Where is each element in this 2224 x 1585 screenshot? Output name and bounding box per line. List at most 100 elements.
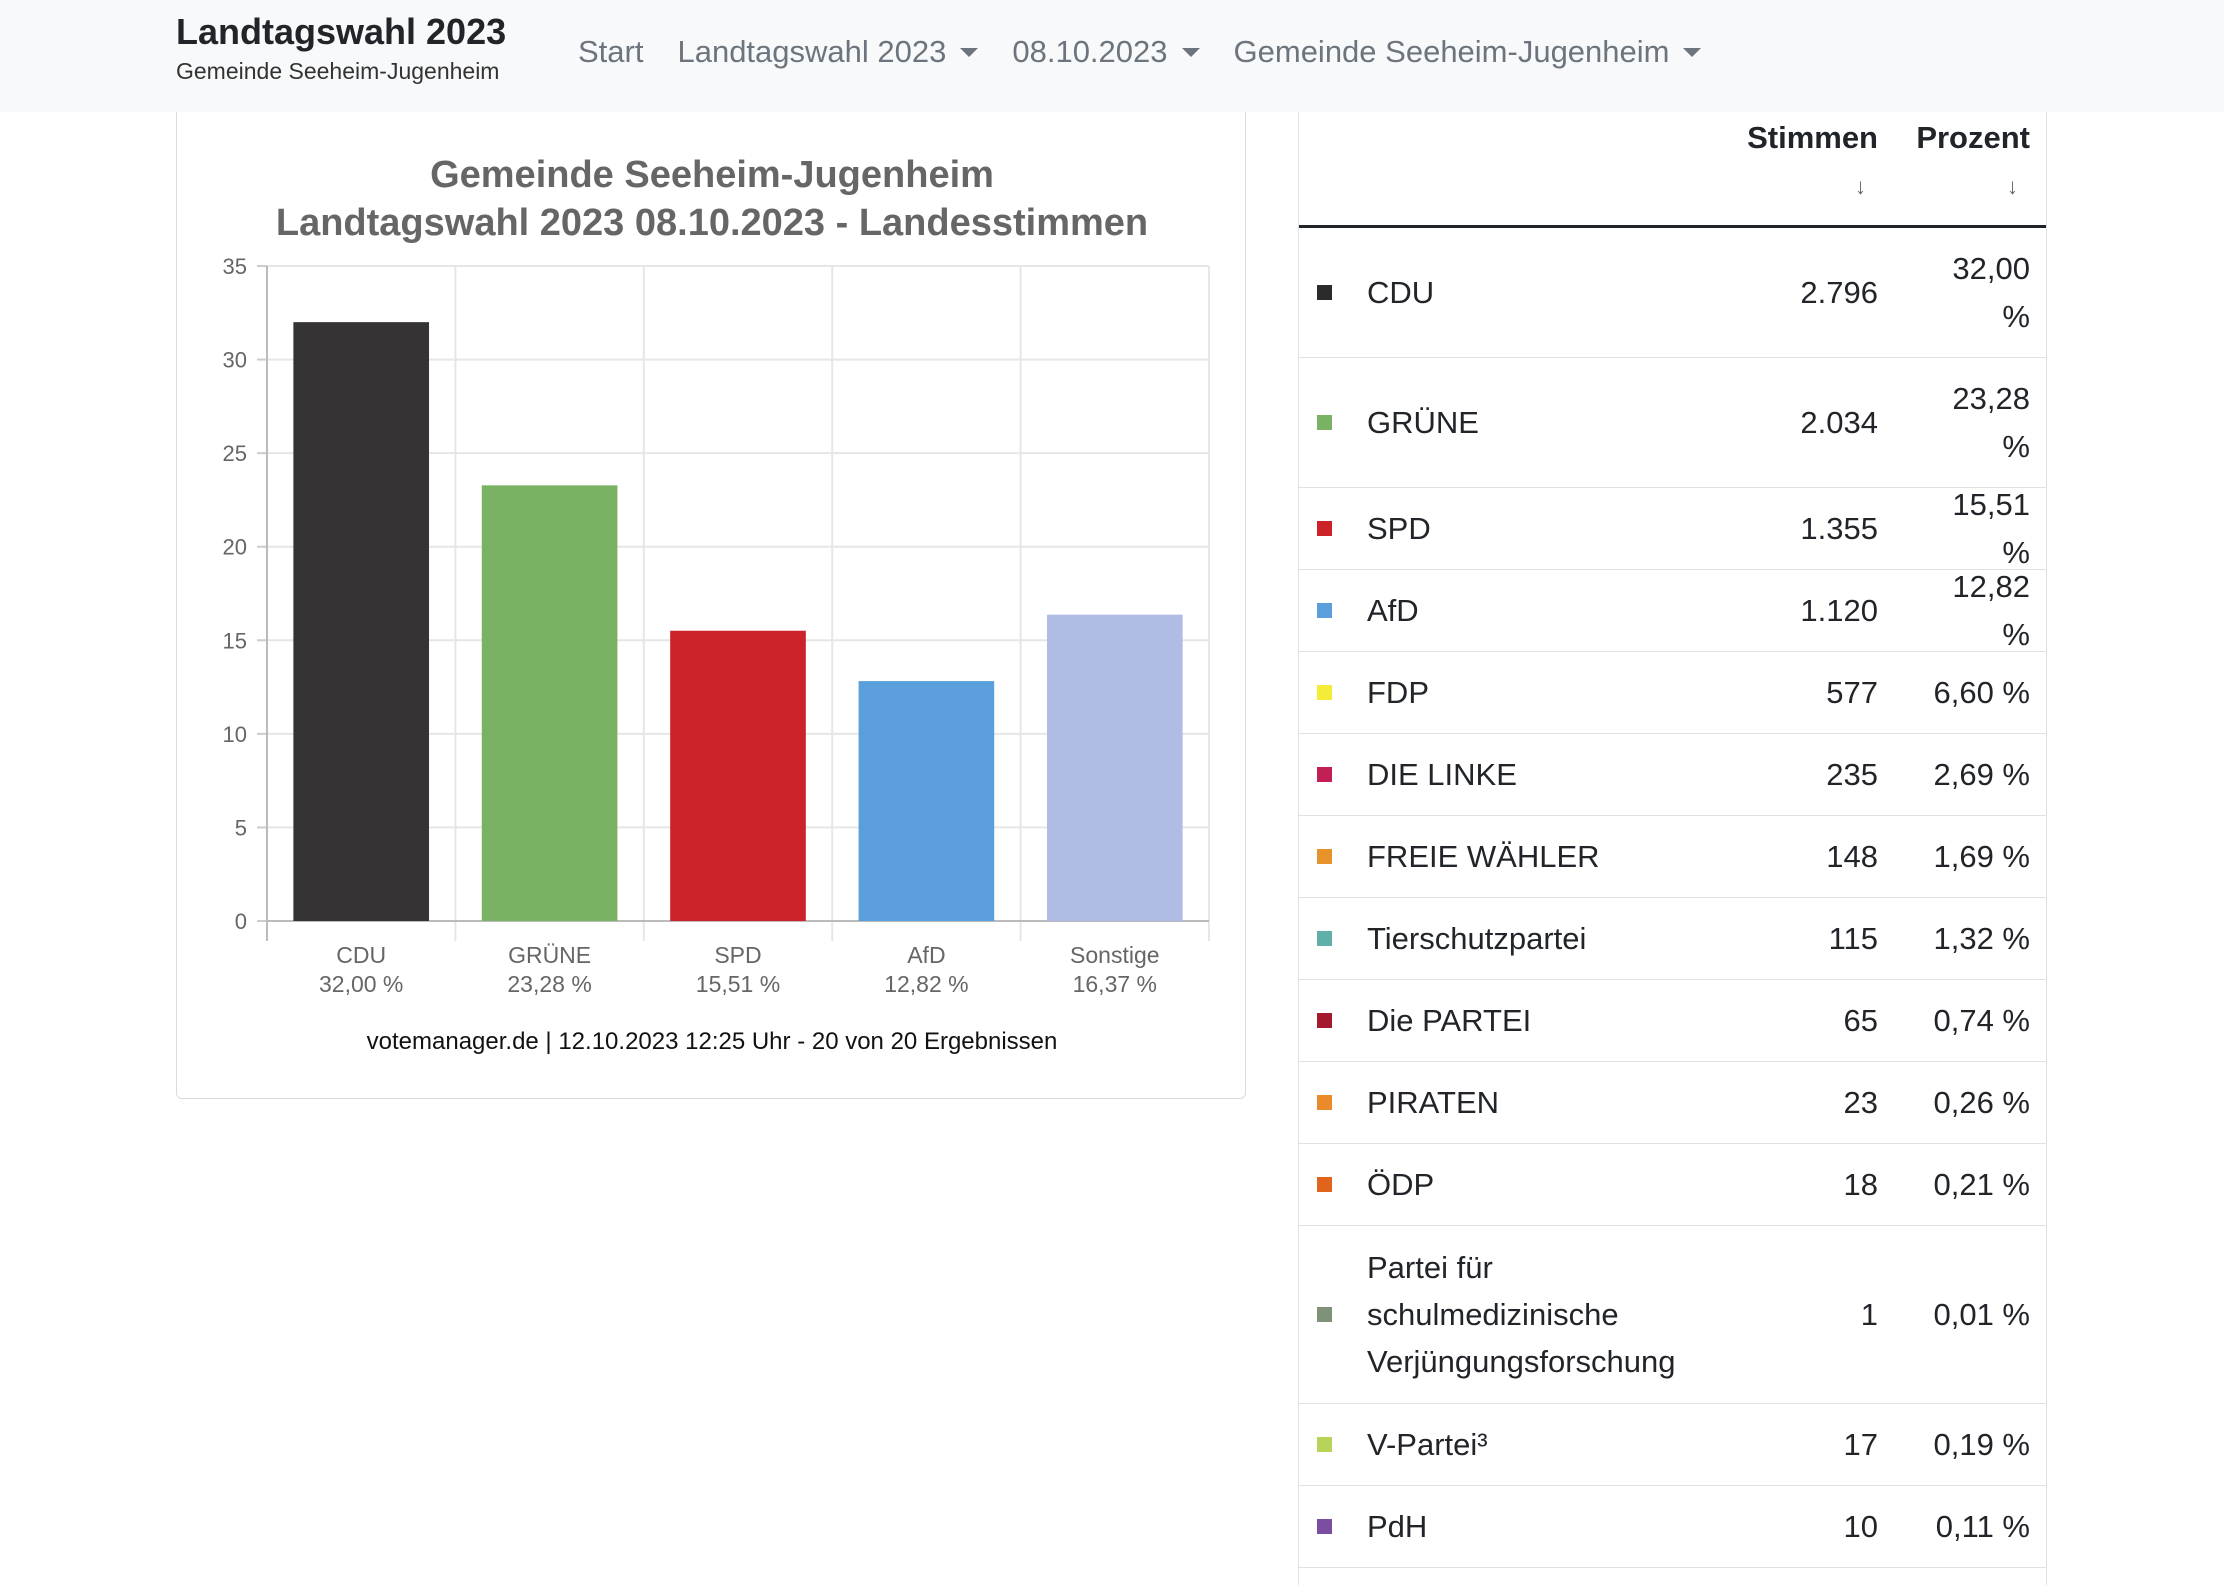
- nav-date-dropdown[interactable]: 08.10.2023: [1012, 30, 1200, 74]
- y-tick-label: 10: [223, 722, 247, 747]
- party-percent: 1,69 %: [1933, 838, 2030, 874]
- party-votes: 1.120: [1800, 592, 1878, 628]
- navbar: Landtagswahl 2023 Gemeinde Seeheim-Jugen…: [0, 0, 2224, 112]
- table-row[interactable]: SPD 1.355 15,51 %: [1299, 487, 2046, 570]
- party-votes: 2.796: [1800, 274, 1878, 310]
- party-percent: 12,82 %: [1952, 568, 2030, 652]
- bar-cdu[interactable]: [293, 322, 430, 922]
- caret-down-icon: [1683, 47, 1702, 57]
- table-row[interactable]: AfD 1.120 12,82 %: [1299, 569, 2046, 652]
- bar-gr-ne[interactable]: [481, 485, 618, 921]
- party-percent: 6,60 %: [1933, 674, 2030, 710]
- nav-date-label: 08.10.2023: [1012, 34, 1168, 69]
- party-percent: 0,21 %: [1933, 1166, 2030, 1202]
- party-votes: 65: [1843, 1002, 1878, 1038]
- party-percent: 15,51 %: [1952, 486, 2030, 570]
- party-name: Tierschutzpartei: [1367, 921, 1587, 956]
- party-percent: 0,01 %: [1933, 1296, 2030, 1332]
- party-color-swatch: [1317, 414, 1332, 430]
- y-tick-label: 35: [223, 254, 247, 279]
- y-tick-label: 5: [235, 815, 247, 840]
- nav-election-dropdown[interactable]: Landtagswahl 2023: [677, 30, 979, 74]
- party-percent: 0,19 %: [1933, 1426, 2030, 1462]
- brand-title[interactable]: Landtagswahl 2023: [176, 11, 507, 52]
- x-category-label: AfD: [907, 942, 945, 968]
- sort-arrow-icon[interactable]: ↓: [1855, 174, 1866, 199]
- party-votes: 115: [1828, 920, 1878, 956]
- party-color-swatch: [1317, 1436, 1332, 1452]
- y-tick-label: 30: [223, 348, 247, 373]
- party-color-swatch: [1317, 930, 1332, 946]
- party-color-swatch: [1317, 1518, 1332, 1534]
- table-row[interactable]: ÖDP 18 0,21 %: [1299, 1144, 2046, 1226]
- column-header-percent[interactable]: Prozent: [1916, 120, 2030, 155]
- party-percent: 32,00 %: [1952, 250, 2030, 334]
- party-color-swatch: [1317, 848, 1332, 864]
- table-row[interactable]: DIE LINKE 235 2,69 %: [1299, 734, 2046, 816]
- x-value-label: 32,00 %: [319, 971, 403, 997]
- results-table: Stimmen Prozent ↓ ↓ CDU 2.796 32,00 % GRÜNE…: [1298, 112, 2047, 1585]
- bar-spd[interactable]: [670, 630, 806, 921]
- x-category-label: CDU: [336, 942, 386, 968]
- chart-credit[interactable]: votemanager.de | 12.10.2023 12:25 Uhr - …: [366, 1028, 1058, 1055]
- bar-afd[interactable]: [858, 681, 995, 921]
- nav-region-dropdown[interactable]: Gemeinde Seeheim-Jugenheim: [1234, 30, 1702, 74]
- party-percent: 1,32 %: [1933, 920, 2030, 956]
- bar-sonstige[interactable]: [1046, 614, 1183, 921]
- party-percent: 0,74 %: [1933, 1002, 2030, 1038]
- table-row[interactable]: Die PARTEI 65 0,74 %: [1299, 980, 2046, 1062]
- party-votes: 1: [1860, 1296, 1878, 1332]
- x-value-label: 23,28 %: [507, 971, 591, 997]
- party-color-swatch: [1317, 1012, 1332, 1028]
- party-color-swatch: [1317, 1176, 1332, 1192]
- x-category-label: SPD: [714, 942, 761, 968]
- x-category-label: GRÜNE: [508, 942, 591, 968]
- x-value-label: 12,82 %: [884, 971, 968, 997]
- party-votes: 18: [1843, 1166, 1878, 1202]
- party-name: SPD: [1367, 511, 1431, 546]
- column-header-votes[interactable]: Stimmen: [1747, 120, 1878, 155]
- party-name: PIRATEN: [1367, 1085, 1500, 1120]
- y-tick-label: 25: [223, 441, 247, 466]
- party-name: AfD: [1367, 593, 1419, 628]
- table-row[interactable]: PdH 10 0,11 %: [1299, 1486, 2046, 1568]
- caret-down-icon: [960, 47, 979, 57]
- party-name: ÖDP: [1367, 1167, 1435, 1202]
- table-row[interactable]: Partei für schulmedizinische Verjüngungs…: [1299, 1226, 2046, 1404]
- table-row[interactable]: CDU 2.796 32,00 %: [1299, 228, 2046, 358]
- party-name: CDU: [1367, 275, 1435, 310]
- party-votes: 23: [1843, 1084, 1878, 1120]
- y-tick-label: 15: [223, 628, 247, 653]
- x-category-label: Sonstige: [1070, 942, 1160, 968]
- brand[interactable]: Landtagswahl 2023 Gemeinde Seeheim-Jugen…: [176, 10, 506, 86]
- party-color-swatch: [1317, 602, 1332, 618]
- nav-menu: Start Landtagswahl 2023 08.10.2023 Gemei…: [578, 30, 1735, 74]
- party-percent: 2,69 %: [1933, 756, 2030, 792]
- nav-election-label: Landtagswahl 2023: [677, 34, 947, 69]
- table-row[interactable]: FREIE WÄHLER 148 1,69 %: [1299, 816, 2046, 898]
- table-row[interactable]: PIRATEN 23 0,26 %: [1299, 1062, 2046, 1144]
- party-color-swatch: [1317, 284, 1332, 300]
- party-name: Partei für schulmedizinische Verjüngungs…: [1367, 1250, 1676, 1379]
- party-votes: 148: [1826, 838, 1878, 874]
- table-row[interactable]: FDP 577 6,60 %: [1299, 652, 2046, 734]
- party-votes: 1.355: [1800, 510, 1878, 546]
- party-name: FREIE WÄHLER: [1367, 839, 1600, 874]
- party-votes: 577: [1826, 674, 1878, 710]
- table-header: Stimmen Prozent ↓ ↓: [1299, 112, 2046, 228]
- nav-start-label: Start: [578, 34, 644, 69]
- table-row[interactable]: V-Partei³ 17 0,19 %: [1299, 1404, 2046, 1486]
- party-votes: 10: [1843, 1508, 1878, 1544]
- table-row[interactable]: GRÜNE 2.034 23,28 %: [1299, 358, 2046, 488]
- party-percent: 0,11 %: [1935, 1508, 2030, 1544]
- chart-title: Gemeinde Seeheim-Jugenheim: [430, 154, 994, 196]
- party-color-swatch: [1317, 1094, 1332, 1110]
- party-name: FDP: [1367, 675, 1429, 710]
- party-name: GRÜNE: [1367, 405, 1479, 440]
- sort-arrow-icon[interactable]: ↓: [2007, 174, 2018, 199]
- chart-subtitle: Landtagswahl 2023 08.10.2023 - Landessti…: [276, 202, 1148, 244]
- bar-chart: Gemeinde Seeheim-Jugenheim Landtagswahl …: [223, 154, 1210, 997]
- nav-start[interactable]: Start: [578, 30, 643, 74]
- table-row[interactable]: Tierschutzpartei 115 1,32 %: [1299, 898, 2046, 980]
- party-color-swatch: [1317, 766, 1332, 782]
